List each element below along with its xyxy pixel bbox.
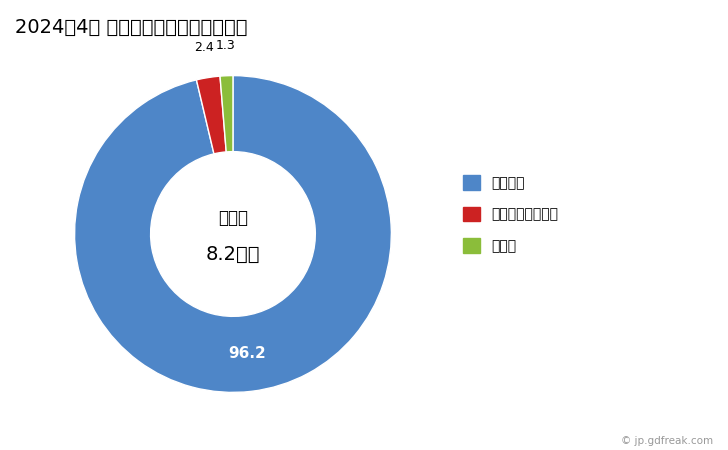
Wedge shape (74, 76, 392, 392)
Text: 8.2億円: 8.2億円 (206, 245, 260, 264)
Text: 2024年4月 輸出相手国のシェア（％）: 2024年4月 輸出相手国のシェア（％） (15, 18, 247, 37)
Text: © jp.gdfreak.com: © jp.gdfreak.com (621, 436, 713, 446)
Text: 2.4: 2.4 (194, 41, 214, 54)
Wedge shape (197, 76, 226, 154)
Text: 総　額: 総 額 (218, 209, 248, 227)
Text: 1.3: 1.3 (215, 39, 235, 52)
Wedge shape (220, 76, 233, 152)
Text: 96.2: 96.2 (228, 346, 266, 361)
Legend: ベトナム, アラブ首長国連邦, その他: ベトナム, アラブ首長国連邦, その他 (458, 170, 563, 259)
